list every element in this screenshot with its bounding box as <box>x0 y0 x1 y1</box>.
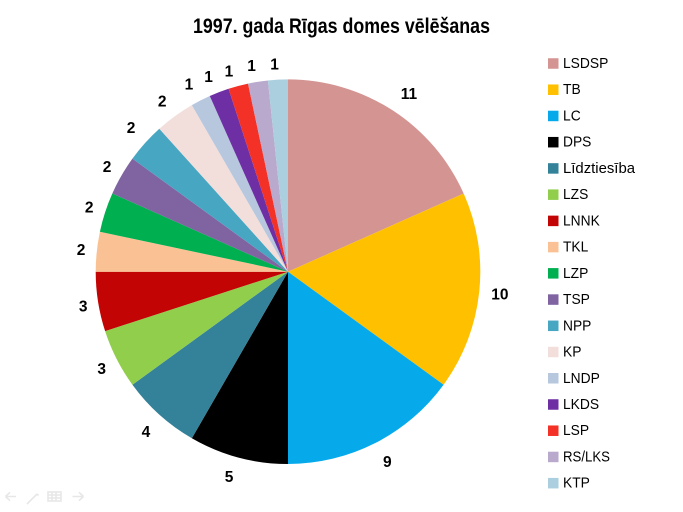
svg-text:LSDSP: LSDSP <box>563 55 608 72</box>
svg-text:10: 10 <box>491 287 508 304</box>
svg-text:1: 1 <box>270 56 279 73</box>
svg-text:1: 1 <box>225 64 234 81</box>
svg-text:LSP: LSP <box>563 422 589 439</box>
svg-text:2: 2 <box>85 200 94 217</box>
svg-text:NPP: NPP <box>563 317 591 334</box>
svg-text:2: 2 <box>127 120 136 137</box>
svg-text:3: 3 <box>79 298 88 315</box>
svg-text:2: 2 <box>103 159 112 176</box>
svg-text:TKL: TKL <box>563 239 588 256</box>
svg-text:2: 2 <box>77 242 86 259</box>
svg-text:9: 9 <box>383 454 392 471</box>
svg-text:KTP: KTP <box>563 475 590 492</box>
svg-text:2: 2 <box>158 93 167 110</box>
svg-text:1: 1 <box>247 58 256 75</box>
svg-text:LZS: LZS <box>563 186 588 203</box>
svg-text:1: 1 <box>185 77 194 94</box>
svg-text:3: 3 <box>97 361 106 378</box>
svg-text:Līdztiesība: Līdztiesība <box>563 160 636 177</box>
svg-text:RS/LKS: RS/LKS <box>563 448 610 465</box>
svg-text:4: 4 <box>142 424 151 441</box>
svg-text:5: 5 <box>225 469 234 486</box>
svg-text:LNNK: LNNK <box>563 212 600 229</box>
svg-text:DPS: DPS <box>563 134 591 151</box>
svg-text:LNDP: LNDP <box>563 370 600 387</box>
svg-text:1: 1 <box>204 69 213 86</box>
svg-text:TSP: TSP <box>563 291 590 308</box>
svg-text:LC: LC <box>563 107 581 124</box>
svg-text:KP: KP <box>563 344 581 361</box>
svg-text:TB: TB <box>563 81 581 98</box>
svg-text:LKDS: LKDS <box>563 396 599 413</box>
svg-text:1997. gada Rīgas domes vēlēšan: 1997. gada Rīgas domes vēlēšanas <box>193 15 490 38</box>
svg-text:11: 11 <box>401 86 418 103</box>
svg-text:LZP: LZP <box>563 265 588 282</box>
